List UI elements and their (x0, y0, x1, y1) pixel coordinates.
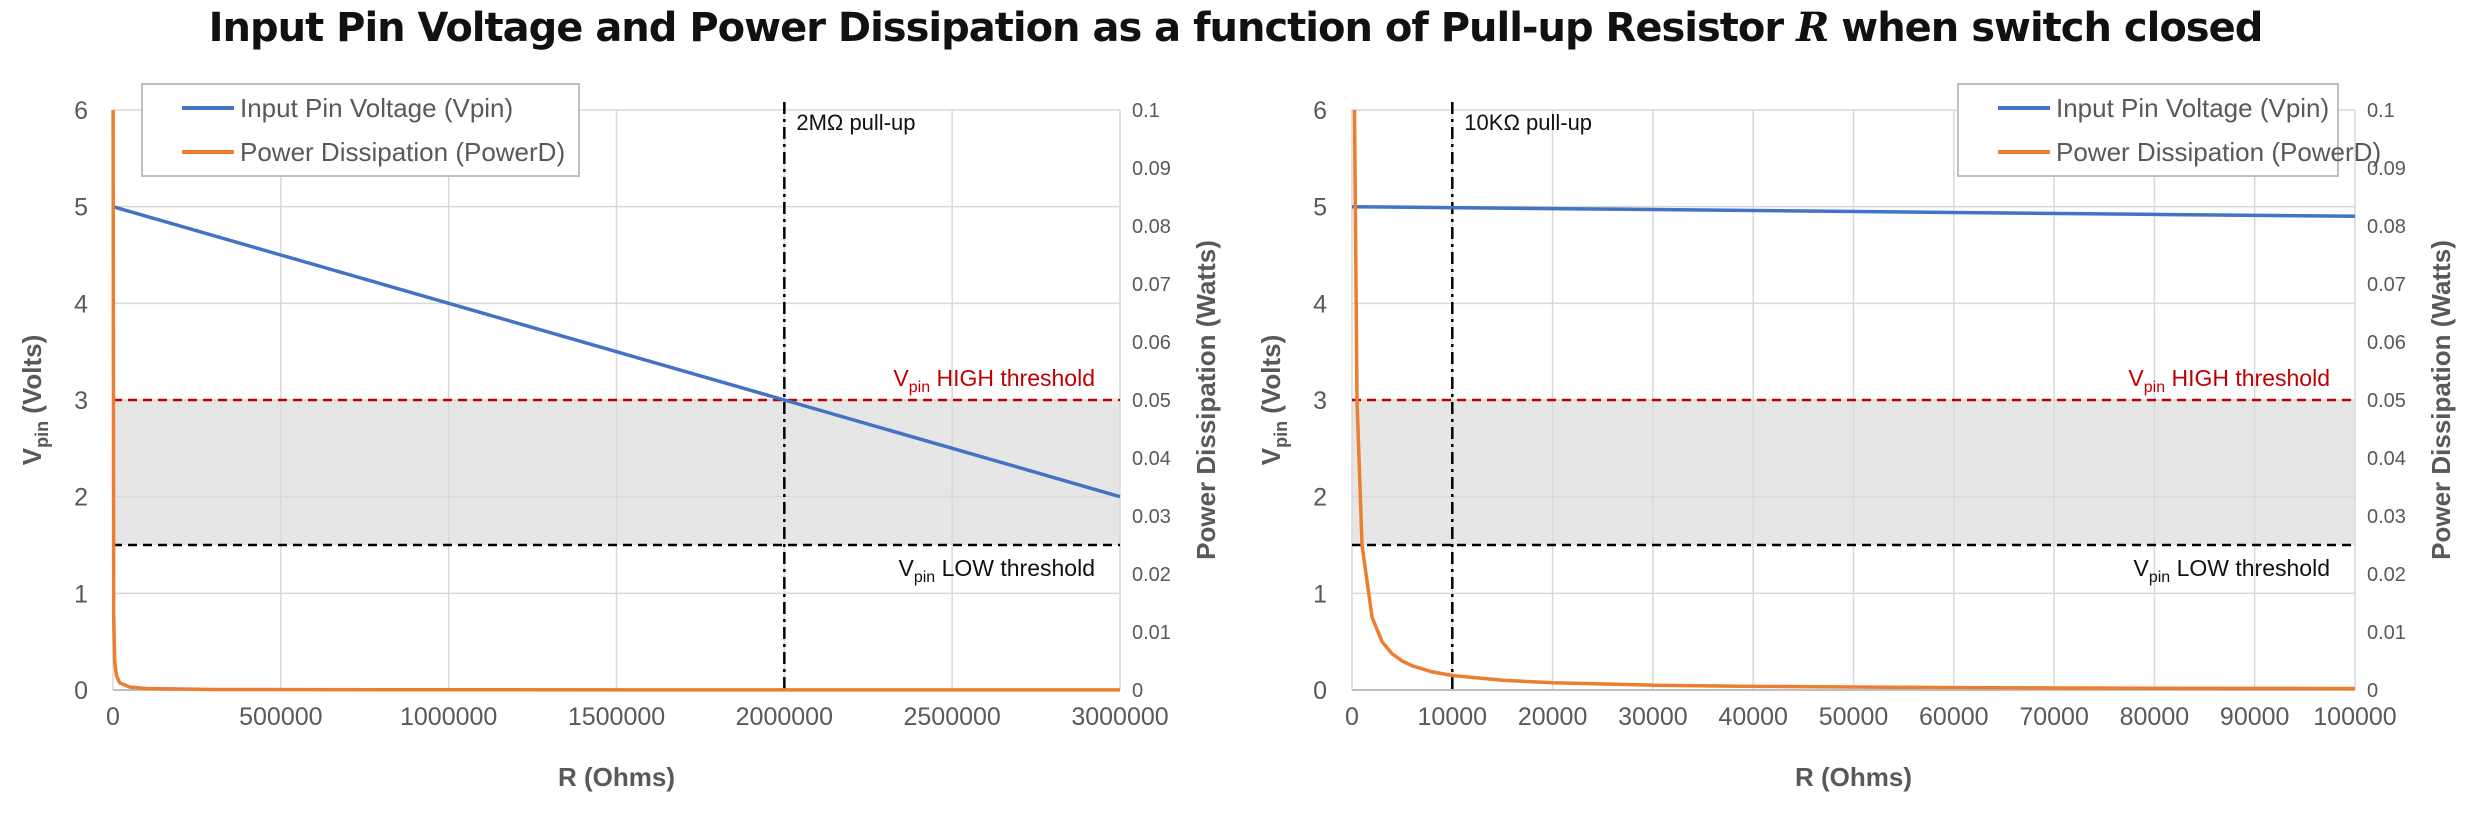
legend: Input Pin Voltage (Vpin) Power Dissipatio… (141, 83, 580, 177)
x-tick-label: 0 (1345, 703, 1359, 731)
y2-tick-label: 0.05 (2367, 390, 2406, 412)
legend-label: Input Pin Voltage (Vpin) (2056, 93, 2329, 123)
y2-tick-label: 0.05 (1132, 390, 1171, 412)
y2-tick-label: 0.09 (2367, 158, 2406, 180)
y2-tick-label: 0.07 (1132, 274, 1171, 296)
title-text-end: when switch closed (1828, 5, 2263, 51)
y-tick-label: 5 (74, 194, 88, 222)
y-tick-label: 4 (74, 290, 88, 318)
y-tick-label: 2 (1313, 484, 1327, 512)
legend-label: Power Dissipation (PowerD) (240, 137, 565, 167)
high-threshold-label: Vpin HIGH threshold (893, 365, 1095, 396)
y2-tick-label: 0.1 (2367, 100, 2395, 122)
legend-label: Power Dissipation (PowerD) (2056, 137, 2381, 167)
y2-tick-label: 0 (2367, 680, 2378, 702)
chart-panel-1: 0 500000 1000000 1500000 2000000 2500000 30000… (17, 83, 1221, 792)
y2-tick-label: 0.08 (2367, 216, 2406, 238)
x-tick-label: 20000 (1518, 703, 1588, 731)
x-tick-label: 2500000 (904, 703, 1001, 731)
x-tick-label: 50000 (1819, 703, 1889, 731)
y2-tick-label: 0.07 (2367, 274, 2406, 296)
low-threshold-label: Vpin LOW threshold (2134, 555, 2331, 586)
x-tick-label: 2000000 (736, 703, 833, 731)
y-tick-label: 0 (74, 677, 88, 705)
y-tick-label: 2 (74, 484, 88, 512)
x-tick-label: 90000 (2220, 703, 2290, 731)
page-title: Input Pin Voltage and Power Dissipation … (0, 4, 2471, 51)
y-tick-label: 1 (74, 580, 88, 608)
y-tick-label: 4 (1313, 290, 1327, 318)
x-tick-label: 1000000 (400, 703, 497, 731)
y2-tick-label: 0.06 (2367, 332, 2406, 354)
pullup-marker-label: 2MΩ pull-up (796, 110, 915, 135)
y2-axis-title: Power Dissipation (Watts) (2426, 240, 2456, 560)
y-tick-label: 6 (74, 97, 88, 125)
y2-tick-label: 0.1 (1132, 100, 1160, 122)
y2-tick-label: 0 (1132, 680, 1143, 702)
y2-tick-label: 0.01 (2367, 622, 2406, 644)
x-tick-label: 10000 (1418, 703, 1488, 731)
x-tick-label: 80000 (2120, 703, 2190, 731)
y-tick-label: 1 (1313, 580, 1327, 608)
power-series-line (111, 109, 1121, 692)
y-tick-label: 0 (1313, 677, 1327, 705)
y2-axis-title: Power Dissipation (Watts) (1191, 240, 1221, 560)
x-tick-label: 100000 (2313, 703, 2396, 731)
x-tick-label: 30000 (1618, 703, 1688, 731)
legend-box (141, 83, 580, 177)
x-tick-label: 1500000 (568, 703, 665, 731)
title-variable: R (1796, 4, 1829, 51)
legend-box (1957, 83, 2339, 177)
high-threshold-label: Vpin HIGH threshold (2128, 365, 2330, 396)
x-tick-label: 40000 (1718, 703, 1788, 731)
chart-panel-2: 0 10000 20000 30000 40000 50000 60000 70000 8000… (1256, 83, 2456, 792)
y2-tick-label: 0.01 (1132, 622, 1171, 644)
y2-tick-label: 0.02 (1132, 564, 1171, 586)
y-axis-title: Vpin (Volts) (1256, 335, 1291, 466)
y-axis-title: Vpin (Volts) (17, 335, 52, 466)
y-tick-label: 3 (74, 387, 88, 415)
legend-label: Input Pin Voltage (Vpin) (240, 93, 513, 123)
y2-tick-label: 0.04 (1132, 448, 1171, 470)
x-tick-label: 500000 (239, 703, 322, 731)
y2-tick-label: 0.03 (2367, 506, 2406, 528)
y-tick-label: 6 (1313, 97, 1327, 125)
x-tick-label: 70000 (2019, 703, 2089, 731)
power-series-line (1352, 109, 2356, 691)
vpin-series-line (112, 205, 1121, 499)
y2-tick-label: 0.08 (1132, 216, 1171, 238)
legend: Input Pin Voltage (Vpin) Power Dissipatio… (1957, 83, 2381, 177)
x-axis-title: R (Ohms) (1795, 762, 1912, 792)
y2-tick-label: 0.02 (2367, 564, 2406, 586)
y2-tick-label: 0.06 (1132, 332, 1171, 354)
x-axis-title: R (Ohms) (558, 762, 675, 792)
pullup-marker-label: 10KΩ pull-up (1464, 110, 1592, 135)
x-tick-label: 3000000 (1071, 703, 1168, 731)
y-tick-label: 5 (1313, 194, 1327, 222)
y2-tick-label: 0.09 (1132, 158, 1171, 180)
y-tick-label: 3 (1313, 387, 1327, 415)
vpin-series-line (1351, 204, 2356, 219)
x-tick-label: 60000 (1919, 703, 1989, 731)
y2-tick-label: 0.03 (1132, 506, 1171, 528)
x-tick-label: 0 (106, 703, 120, 731)
y2-tick-label: 0.04 (2367, 448, 2406, 470)
title-text: Input Pin Voltage and Power Dissipation … (208, 5, 1797, 51)
low-threshold-label: Vpin LOW threshold (899, 555, 1096, 586)
